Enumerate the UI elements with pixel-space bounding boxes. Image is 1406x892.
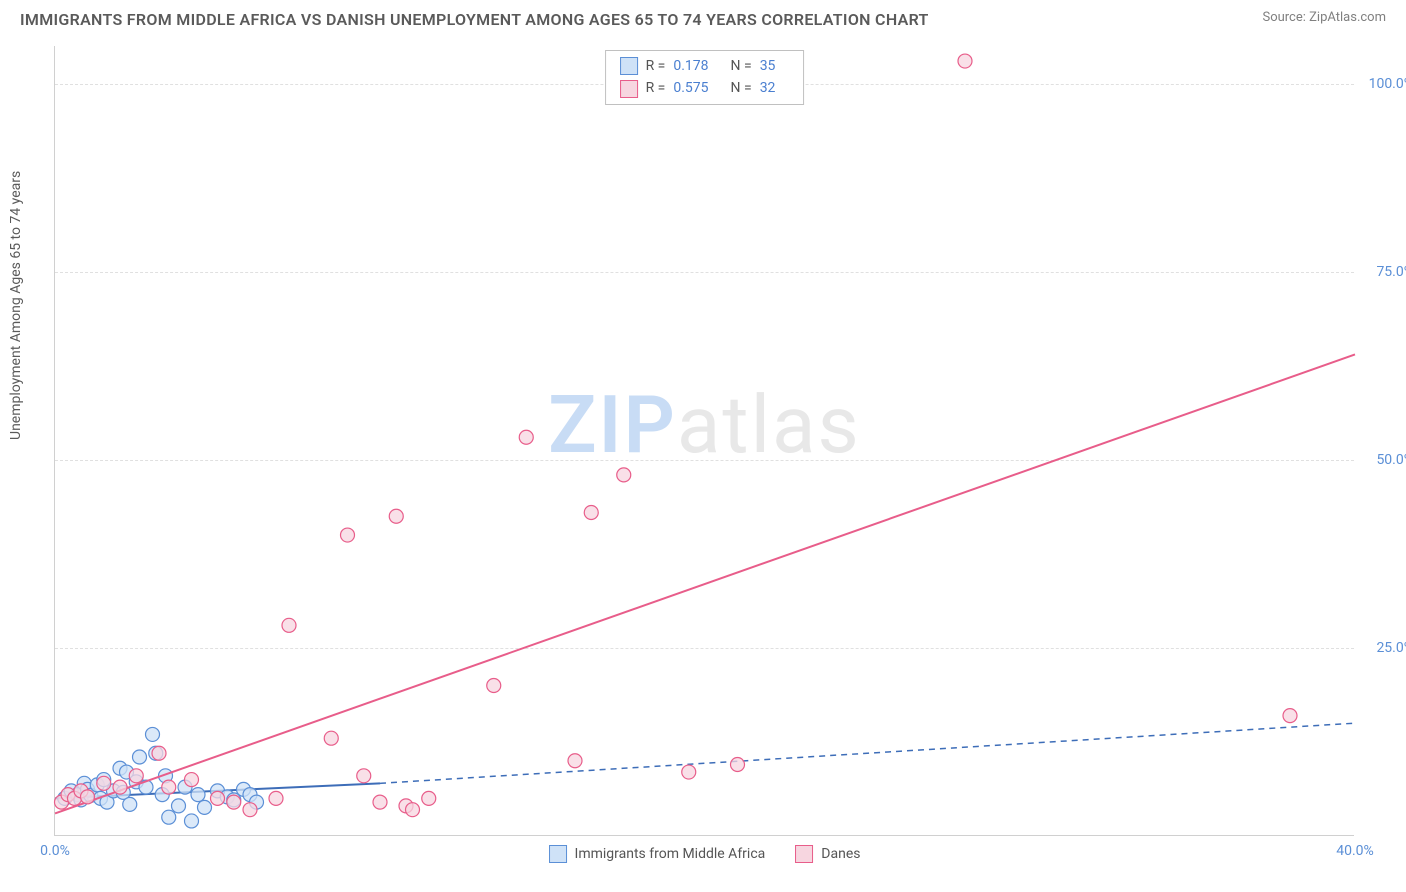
data-point [731, 758, 745, 772]
data-point [198, 800, 212, 814]
data-point [133, 750, 147, 764]
y-tick-label: 75.0% [1359, 264, 1406, 280]
correlation-stats-box: R = 0.178 N = 35 R = 0.575 N = 32 [605, 50, 805, 105]
data-point [958, 54, 972, 68]
data-point [269, 791, 283, 805]
data-point [1283, 709, 1297, 723]
data-point [324, 731, 338, 745]
chart-source: Source: ZipAtlas.com [1262, 10, 1386, 25]
bottom-legend: Immigrants from Middle Africa Danes [549, 845, 861, 863]
data-point [422, 791, 436, 805]
x-tick-label: 0.0% [40, 843, 70, 859]
y-tick-label: 100.0% [1359, 76, 1406, 92]
data-point [129, 769, 143, 783]
data-point [81, 790, 95, 804]
stats-row-series-1: R = 0.178 N = 35 [620, 55, 790, 77]
data-point [487, 679, 501, 693]
data-point [162, 780, 176, 794]
data-point [191, 788, 205, 802]
data-point [185, 814, 199, 828]
stats-swatch-icon [620, 80, 638, 98]
data-point [568, 754, 582, 768]
chart-title: IMMIGRANTS FROM MIDDLE AFRICA VS DANISH … [20, 10, 929, 29]
legend-item-1: Immigrants from Middle Africa [549, 845, 766, 863]
data-point [617, 468, 631, 482]
data-point [519, 430, 533, 444]
data-point [162, 810, 176, 824]
data-point [172, 799, 186, 813]
stats-row-series-2: R = 0.575 N = 32 [620, 77, 790, 99]
data-point [152, 746, 166, 760]
data-point [123, 797, 137, 811]
data-point [185, 773, 199, 787]
legend-swatch-icon [549, 845, 567, 863]
data-point [357, 769, 371, 783]
trend-line [55, 354, 1355, 813]
legend-swatch-icon [795, 845, 813, 863]
data-point [341, 528, 355, 542]
y-tick-label: 50.0% [1359, 452, 1406, 468]
data-point [389, 509, 403, 523]
legend-label: Immigrants from Middle Africa [575, 846, 766, 862]
y-tick-label: 25.0% [1359, 640, 1406, 656]
data-point [282, 618, 296, 632]
data-point [211, 791, 225, 805]
y-axis-label: Unemployment Among Ages 65 to 74 years [8, 171, 24, 440]
data-point [243, 803, 257, 817]
data-point [146, 727, 160, 741]
data-point [113, 780, 127, 794]
data-point [682, 765, 696, 779]
scatter-plot-svg [55, 46, 1354, 835]
data-point [97, 776, 111, 790]
legend-label: Danes [821, 846, 860, 862]
chart-header: IMMIGRANTS FROM MIDDLE AFRICA VS DANISH … [0, 0, 1406, 35]
data-point [373, 795, 387, 809]
x-tick-label: 40.0% [1336, 843, 1374, 859]
chart-plot-area: ZIPatlas 25.0%50.0%75.0%100.0% R = 0.178… [54, 46, 1354, 836]
data-point [406, 803, 420, 817]
stats-swatch-icon [620, 57, 638, 75]
legend-item-2: Danes [795, 845, 860, 863]
data-point [227, 795, 241, 809]
trend-line-dashed [380, 723, 1355, 783]
data-point [584, 505, 598, 519]
